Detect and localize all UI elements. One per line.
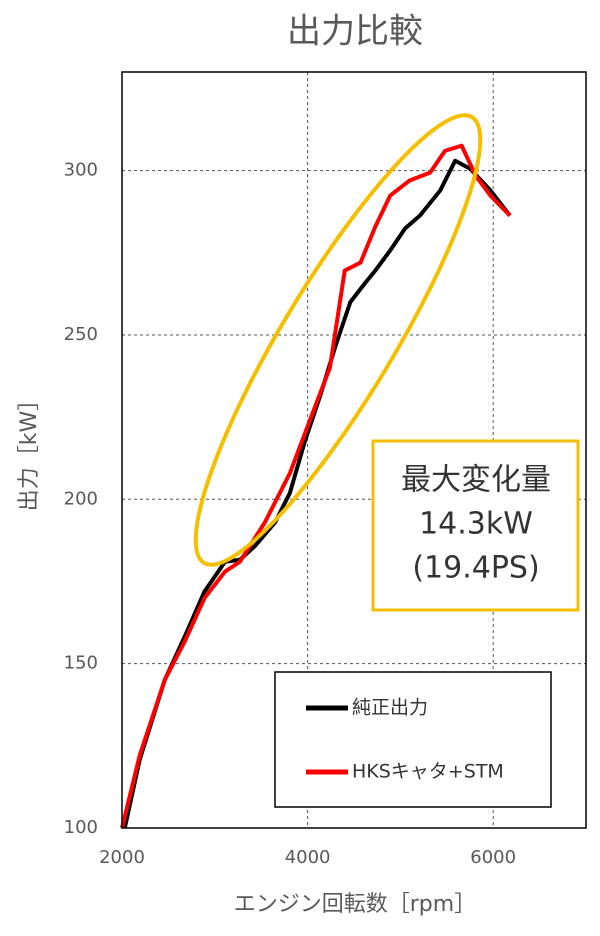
legend-box bbox=[274, 671, 552, 808]
annotation-text: (19.4PS) bbox=[412, 551, 539, 586]
plot-frame bbox=[121, 71, 587, 829]
y-tick-label: 250 bbox=[64, 324, 98, 345]
legend: 純正出力 HKSキャタ+STM bbox=[274, 671, 552, 808]
y-tick-label: 300 bbox=[64, 160, 98, 181]
y-axis-label: 出力［kW］ bbox=[17, 389, 42, 512]
x-tick-label: 2000 bbox=[99, 847, 145, 868]
annotation-box bbox=[371, 439, 580, 612]
x-tick-label: 4000 bbox=[285, 847, 331, 868]
y-tick-label: 200 bbox=[64, 488, 98, 509]
annotation-text: 最大変化量 bbox=[401, 463, 551, 498]
x-tick-label: 6000 bbox=[470, 847, 516, 868]
x-axis-label: エンジン回転数［rpm］ bbox=[234, 892, 476, 917]
chart-title: 出力比較 bbox=[287, 12, 423, 52]
lines bbox=[120, 143, 512, 829]
y-tick-label: 100 bbox=[64, 817, 98, 838]
highlight-ellipse bbox=[193, 113, 483, 567]
data-line bbox=[120, 143, 512, 829]
legend-label: HKSキャタ+STM bbox=[352, 761, 504, 783]
legend-label: 純正出力 bbox=[352, 697, 428, 719]
y-tick-label: 150 bbox=[64, 653, 98, 674]
annotation-text: 14.3kW bbox=[419, 507, 533, 542]
